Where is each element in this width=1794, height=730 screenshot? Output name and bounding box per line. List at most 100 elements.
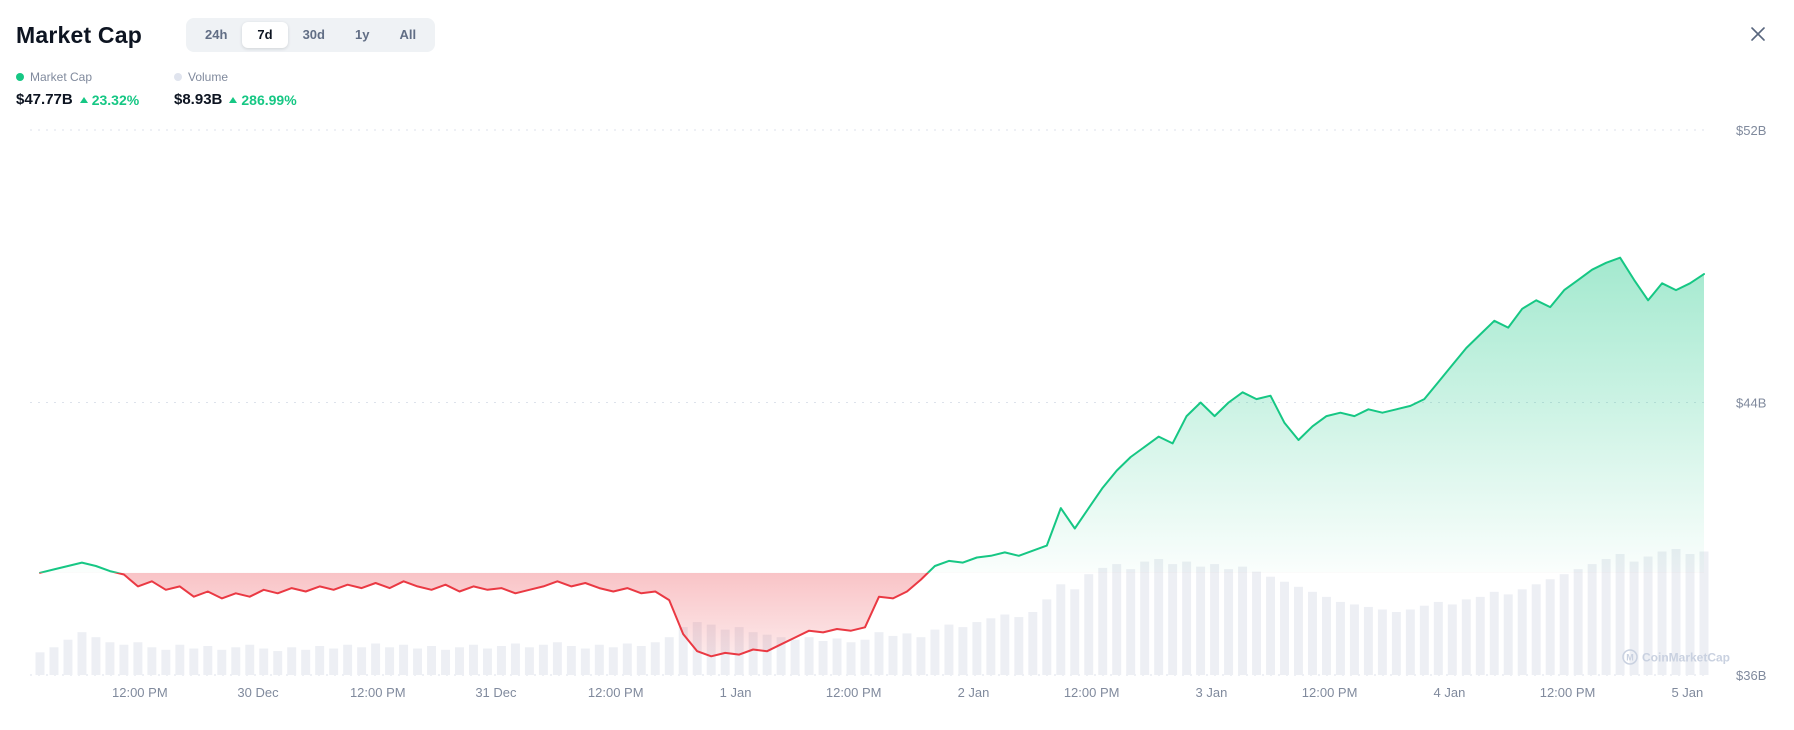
tab-24h[interactable]: 24h [190,22,242,48]
x-axis-tick-label: 1 Jan [720,685,752,700]
volume-bar [832,638,842,675]
volume-bar [1168,564,1178,675]
volume-bar [1126,569,1136,675]
volume-bar [273,651,283,675]
volume-bar [1280,581,1289,675]
volume-bar [930,629,940,675]
volume-bar [1294,586,1303,675]
volume-bar [1140,561,1150,675]
volume-bar [1615,554,1625,675]
market-cap-line-up [39,256,1705,573]
x-axis-tick-label: 3 Jan [1196,685,1228,700]
x-axis-tick-label: 2 Jan [958,685,990,700]
coinmarketcap-logo-m: M [1626,653,1634,663]
volume-bar [804,637,814,675]
volume-bar [1657,551,1667,675]
volume-bar [888,635,898,675]
volume-bar [678,627,688,675]
volume-bar [972,622,982,675]
volume-bar [49,647,59,675]
volume-bar [441,649,450,675]
volume-bar [538,644,548,675]
x-axis-tick-label: 12:00 PM [112,685,168,700]
y-axis-tick-label: $52B [1736,123,1766,138]
volume-bar [1056,584,1066,675]
x-axis-tick-label: 4 Jan [1434,685,1466,700]
x-axis-tick-label: 12:00 PM [350,685,406,700]
volume-bar [1028,612,1038,675]
volume-bar [1084,574,1094,675]
volume-bar [1545,579,1555,675]
stats-panel: Market Cap $47.77B 23.32% Volume $8.93B … [16,70,302,108]
chart-plot-area[interactable] [40,130,1704,675]
volume-bar [189,648,199,675]
volume-bar [147,647,157,675]
volume-bar [580,648,590,675]
close-button[interactable] [1746,22,1770,46]
volume-bar [1224,569,1234,675]
volume-bar [1671,549,1681,675]
volume-bar [455,647,464,675]
volume-bar [287,647,297,675]
volume-bar [1238,566,1248,675]
volume-bar [105,642,115,675]
volume-bar [1335,601,1345,675]
market-cap-change: 23.32% [79,92,139,108]
volume-bar [175,644,185,675]
tab-1y[interactable]: 1y [340,22,384,48]
volume-bar [1629,561,1639,675]
volume-bar [1447,604,1457,675]
volume-bar [469,644,478,675]
legend-volume[interactable]: Volume [174,70,302,84]
x-axis-tick-label: 5 Jan [1671,685,1703,700]
volume-bar [874,632,884,675]
tab-30d[interactable]: 30d [288,22,340,48]
volume-bar [496,646,506,675]
volume-bar [1405,609,1415,675]
volume-bar [161,649,171,675]
volume-bar [846,642,856,675]
market-cap-value-line: $47.77B 23.32% [16,91,144,108]
market-cap-line-down [39,572,930,658]
up-arrow-icon [79,96,88,103]
volume-bar [413,648,423,675]
volume-bar [636,646,646,675]
legend-market-cap[interactable]: Market Cap [16,70,144,84]
volume-bar [217,649,227,675]
y-axis-tick-label: $44B [1736,396,1766,411]
legend-market-cap-label: Market Cap [30,70,93,84]
volume-bar [510,643,520,675]
volume-bar [594,644,604,675]
volume-bar [1419,605,1429,675]
volume-bar [664,637,674,675]
volume-bar [1699,551,1709,675]
coinmarketcap-logo-icon [1622,649,1638,665]
volume-bar [427,646,437,675]
volume-bar [1154,559,1164,675]
x-axis-tick-label: 12:00 PM [1540,685,1596,700]
volume-bar [524,647,534,675]
volume-value: $8.93B [174,91,223,108]
volume-change-value: 286.99% [241,91,297,108]
volume-bar [944,624,954,675]
volume-bar [357,647,367,675]
tab-7d[interactable]: 7d [242,22,288,48]
market-cap-stat: Market Cap $47.77B 23.32% [16,70,144,108]
volume-bar [203,646,213,675]
x-axis-tick-label: 30 Dec [237,685,279,700]
volume-bar [1517,589,1527,675]
volume-change: 286.99% [229,91,297,108]
chart-header: Market Cap 24h 7d 30d 1y All [16,18,1778,52]
volume-value-line: $8.93B 286.99% [174,91,302,108]
tab-all[interactable]: All [384,22,431,48]
volume-bar [315,646,325,675]
volume-bar [1307,591,1317,675]
volume-bar [301,649,311,675]
volume-bar [776,637,786,675]
volume-bar [1098,567,1108,675]
y-axis-tick-label: $36B [1736,668,1766,683]
x-axis-tick-label: 12:00 PM [1302,685,1358,700]
volume-bar [762,634,772,675]
volume-bar [1559,574,1569,675]
